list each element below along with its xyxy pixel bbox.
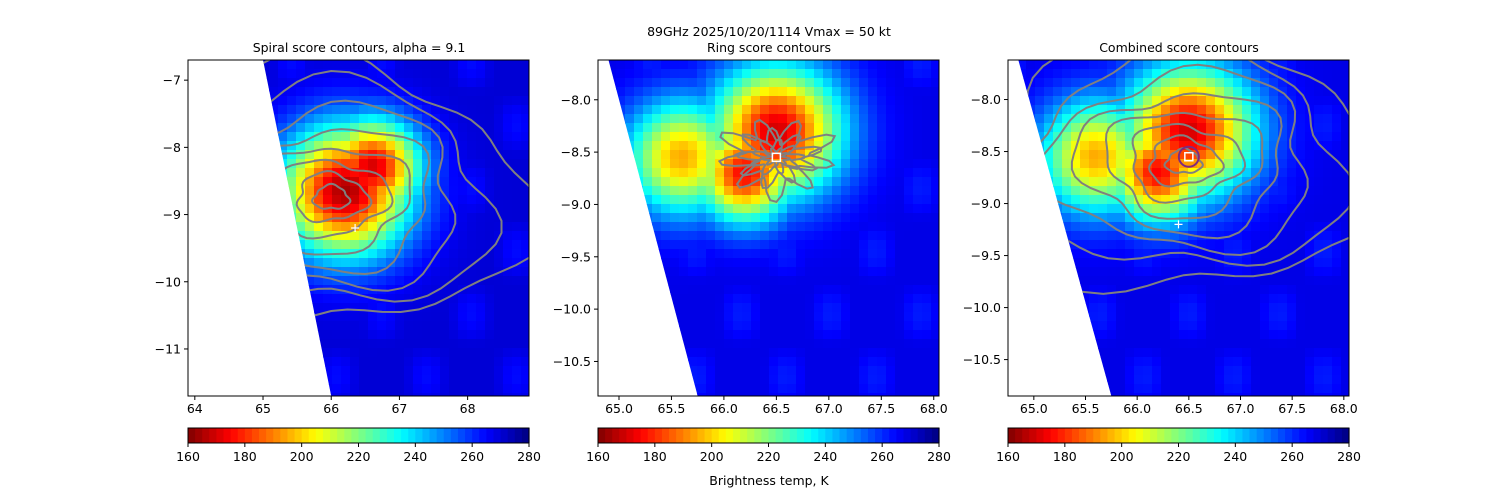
panel-title: Spiral score contours, alpha = 9.1 (253, 40, 466, 55)
axes-frame (597, 59, 940, 397)
colorbar-tick-label: 200 (1110, 449, 1134, 464)
contour-lines (717, 118, 837, 204)
panel-spiral: Spiral score contours, alpha = 9.1 64 65 6… (155, 40, 541, 464)
y-tick-label: −8 (163, 140, 181, 155)
colorbar: 160 180 200 220 240 260 280 (586, 427, 951, 464)
colorbar-tick-label: 280 (1337, 449, 1361, 464)
contour-line (263, 69, 503, 303)
contour-line (263, 99, 457, 292)
x-tick-label: 68.0 (920, 401, 948, 416)
suptitle: 89GHz 2025/10/20/1114 Vmax = 50 kt (647, 24, 891, 39)
axes-frame (187, 59, 530, 397)
colorbar-tick-label: 260 (460, 449, 484, 464)
x-tick-label: 66.5 (762, 401, 790, 416)
brightness-field (1018, 60, 1349, 396)
colorbar-tick-label: 240 (1223, 449, 1247, 464)
colorbar-tick-label: 160 (176, 449, 200, 464)
y-tick-label: −9.0 (561, 197, 591, 212)
y-tick-label: −10.5 (963, 352, 1001, 367)
colorbar-tick-label: 280 (927, 449, 951, 464)
colorbar-tick-label: 180 (233, 449, 257, 464)
plus-marker (1174, 220, 1183, 229)
x-tick-label: 65.0 (1020, 401, 1048, 416)
y-tick-label: −8.5 (561, 145, 591, 160)
colorbar-tick-label: 240 (403, 449, 427, 464)
x-tick-label: 65.5 (1072, 401, 1100, 416)
y-tick-label: −10 (155, 274, 181, 289)
colorbar-label: Brightness temp, K (709, 473, 829, 488)
contour-line (1148, 134, 1225, 188)
contour-line (1018, 60, 1349, 295)
y-tick-label: −9.5 (971, 248, 1001, 263)
y-tick-label: −9.5 (561, 249, 591, 264)
y-tick-label: −10.0 (553, 302, 591, 317)
x-tick-label: 67 (391, 401, 407, 416)
panel-combined: Combined score contours 65.0 65.5 66.0 66.5… (963, 40, 1361, 464)
y-tick-label: −8.0 (971, 92, 1001, 107)
contour-lines (263, 60, 529, 331)
contour-line (263, 128, 431, 276)
x-tick-label: 68 (460, 401, 476, 416)
colorbar-tick-label: 240 (813, 449, 837, 464)
x-tick-label: 66.0 (1123, 401, 1151, 416)
colorbar: 160 180 200 220 240 260 280 (996, 427, 1361, 464)
x-tick-label: 66.5 (1175, 401, 1203, 416)
colorbar-tick-label: 180 (1053, 449, 1077, 464)
contour-line (1070, 92, 1283, 240)
y-tick-label: −7 (163, 73, 181, 88)
contour-line (1104, 111, 1264, 220)
x-tick-label: 64 (187, 401, 203, 416)
axes-frame (1007, 59, 1350, 397)
colorbar-tick-label: 260 (870, 449, 894, 464)
x-tick-label: 65.0 (605, 401, 633, 416)
y-tick-label: −8.0 (561, 92, 591, 107)
contour-line (263, 147, 411, 256)
x-tick-label: 66 (323, 401, 339, 416)
y-tick-label: −9.0 (971, 196, 1001, 211)
colorbar-tick-label: 260 (1280, 449, 1304, 464)
contour-line (295, 169, 373, 224)
panel-ring: Ring score contours 65.0 65.5 66.0 66.5 67.0… (553, 40, 951, 464)
contour-line (311, 182, 352, 210)
colorbar-tick-label: 220 (347, 449, 371, 464)
plus-marker (351, 224, 360, 232)
contour-line (263, 60, 529, 331)
y-tick-label: −10.0 (963, 300, 1001, 315)
colorbar-tick-label: 180 (643, 449, 667, 464)
x-tick-label: 65.5 (658, 401, 686, 416)
circle-marker (1177, 145, 1200, 168)
contour-line (749, 137, 806, 176)
square-marker (771, 152, 782, 163)
colorbar-tick-label: 160 (996, 449, 1020, 464)
x-tick-label: 68.0 (1330, 401, 1358, 416)
contour-line (1018, 60, 1349, 267)
x-tick-label: 67.5 (1278, 401, 1306, 416)
colorbar-tick-label: 280 (517, 449, 541, 464)
colorbar-tick-label: 220 (757, 449, 781, 464)
y-tick-label: −11 (155, 341, 181, 356)
panel-title: Ring score contours (707, 40, 831, 55)
contour-line (733, 126, 823, 189)
square-marker (1184, 151, 1194, 162)
x-tick-label: 67.5 (867, 401, 895, 416)
y-tick-label: −10.5 (553, 354, 591, 369)
x-tick-label: 66.0 (710, 401, 738, 416)
colorbar-tick-label: 200 (290, 449, 314, 464)
colorbar-tick-label: 200 (700, 449, 724, 464)
x-tick-label: 67.0 (1227, 401, 1255, 416)
colorbar-tick-label: 160 (586, 449, 610, 464)
colorbar: 160 180 200 220 240 260 280 (176, 427, 541, 464)
y-tick-label: −9 (163, 207, 181, 222)
y-tick-label: −8.5 (971, 144, 1001, 159)
panel-title: Combined score contours (1099, 40, 1259, 55)
x-tick-label: 67.0 (815, 401, 843, 416)
colorbar-tick-label: 220 (1167, 449, 1191, 464)
contour-line (1131, 122, 1247, 204)
x-tick-label: 65 (255, 401, 271, 416)
contour-line (717, 118, 837, 204)
